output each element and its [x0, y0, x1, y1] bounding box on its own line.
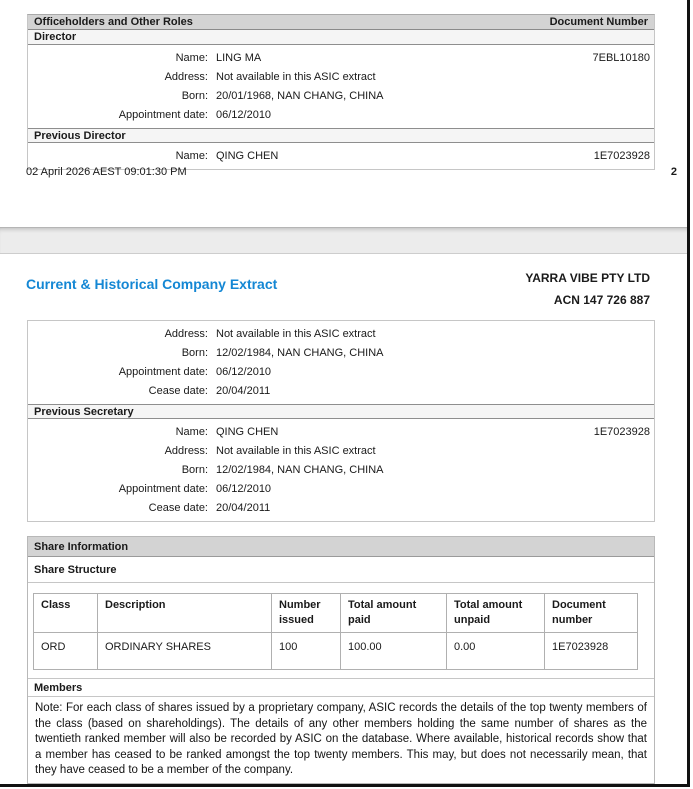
subsection-title: Director: [34, 31, 77, 43]
window-right-border: [687, 0, 690, 786]
officeholders-section-header: Officeholders and Other Roles Document N…: [28, 15, 654, 30]
share-information-header: Share Information: [28, 537, 654, 557]
field-label: Cease date:: [148, 502, 208, 514]
field-label: Born:: [181, 90, 208, 102]
cell-number-issued: 100: [271, 632, 341, 670]
pdf-page-3: Current & Historical Company Extract YAR…: [0, 254, 688, 789]
field-value: 12/02/1984, NAN CHANG, CHINA: [216, 464, 384, 476]
field-row: Born: 12/02/1984, NAN CHANG, CHINA: [28, 461, 654, 480]
previous-secretary-rows: Name: QING CHEN 1E7023928 Address: Not a…: [28, 419, 654, 521]
cell-class: ORD: [33, 632, 98, 670]
field-row: Appointment date: 06/12/2010: [28, 480, 654, 499]
field-value: Not available in this ASIC extract: [216, 71, 376, 83]
field-row: Cease date: 20/04/2011: [28, 499, 654, 518]
previous-secretary-subsection-header: Previous Secretary: [28, 404, 654, 419]
subsection-title: Previous Secretary: [34, 405, 134, 418]
field-row: Cease date: 20/04/2011: [28, 382, 654, 401]
share-structure-header: Share Structure: [28, 557, 654, 583]
section-title: Officeholders and Other Roles: [34, 16, 193, 28]
field-value: 12/02/1984, NAN CHANG, CHINA: [216, 347, 384, 359]
page-separator: [0, 227, 688, 254]
field-row: Address: Not available in this ASIC extr…: [28, 442, 654, 461]
company-header: YARRA VIBE PTY LTD ACN 147 726 887: [525, 267, 650, 311]
field-label: Born:: [181, 464, 208, 476]
field-value: 06/12/2010: [216, 109, 272, 121]
field-label: Born:: [181, 347, 208, 359]
document-number: 7EBL10180: [592, 52, 651, 64]
previous-director-rows: Name: QING CHEN 1E7023928: [28, 143, 654, 169]
next-section-partial: [28, 782, 654, 783]
window-bottom-border: [0, 784, 690, 787]
document-number: 1E7023928: [593, 426, 650, 438]
field-row: Address: Not available in this ASIC extr…: [28, 325, 654, 344]
field-value: 06/12/2010: [216, 483, 272, 495]
field-label: Appointment date:: [118, 483, 208, 495]
cell-description: ORDINARY SHARES: [97, 632, 272, 670]
share-table-row: ORD ORDINARY SHARES 100 100.00 0.00 1E70…: [33, 632, 638, 670]
field-row: Name: QING CHEN 1E7023928: [28, 423, 654, 442]
section-title: Share Information: [34, 540, 129, 553]
field-row: Name: QING CHEN 1E7023928: [28, 147, 654, 166]
field-value: QING CHEN: [216, 150, 279, 162]
field-row: Born: 20/01/1968, NAN CHANG, CHINA: [28, 87, 654, 106]
page-footer: 02 April 2026 AEST 09:01:30 PM 2: [26, 164, 677, 179]
field-label: Name:: [175, 150, 208, 162]
previous-director-subsection-header: Previous Director: [28, 128, 654, 143]
pdf-page-2: Officeholders and Other Roles Document N…: [0, 0, 688, 227]
share-table-wrapper: Class Description Number issued Total am…: [28, 583, 654, 678]
cell-total-paid: 100.00: [340, 632, 447, 670]
members-note: Note: For each class of shares issued by…: [35, 702, 647, 776]
extract-title: Current & Historical Company Extract: [26, 276, 278, 292]
field-value: 20/01/1968, NAN CHANG, CHINA: [216, 90, 384, 102]
field-label: Address:: [164, 71, 208, 83]
director-rows: Name: LING MA 7EBL10180 Address: Not ava…: [28, 45, 654, 128]
column-header-total-unpaid: Total amount unpaid: [446, 593, 545, 633]
column-header-class: Class: [33, 593, 98, 633]
share-structure-table: Class Description Number issued Total am…: [33, 593, 638, 670]
field-value: Not available in this ASIC extract: [216, 445, 376, 457]
secretary-rows: Address: Not available in this ASIC extr…: [28, 321, 654, 404]
column-header-document-number: Document number: [544, 593, 638, 633]
secretary-continuation-table: Address: Not available in this ASIC extr…: [27, 320, 655, 522]
field-value: 06/12/2010: [216, 366, 272, 378]
field-label: Name:: [175, 52, 208, 64]
field-label: Address:: [164, 328, 208, 340]
document-number: 1E7023928: [593, 150, 650, 162]
members-header: Members: [28, 678, 654, 697]
subsection-title: Share Structure: [34, 563, 117, 576]
field-label: Address:: [164, 445, 208, 457]
subsection-title: Members: [34, 681, 83, 694]
share-information-section: Share Information Share Structure Class …: [27, 536, 655, 784]
document-number-column-header: Document Number: [549, 16, 648, 28]
company-acn: ACN 147 726 887: [553, 293, 650, 307]
field-row: Name: LING MA 7EBL10180: [28, 49, 654, 68]
field-label: Appointment date:: [118, 366, 208, 378]
field-value: Not available in this ASIC extract: [216, 328, 376, 340]
share-table-header-row: Class Description Number issued Total am…: [33, 593, 638, 633]
officeholders-table: Officeholders and Other Roles Document N…: [27, 14, 655, 170]
field-row: Appointment date: 06/12/2010: [28, 106, 654, 125]
cell-total-unpaid: 0.00: [446, 632, 545, 670]
field-label: Cease date:: [148, 385, 208, 397]
subsection-title: Previous Director: [34, 129, 126, 142]
column-header-number-issued: Number issued: [271, 593, 341, 633]
field-value: 20/04/2011: [216, 385, 271, 397]
page-timestamp: 02 April 2026 AEST 09:01:30 PM: [26, 165, 187, 178]
cell-document-number: 1E7023928: [544, 632, 638, 670]
company-name: YARRA VIBE PTY LTD: [525, 271, 650, 285]
field-value: QING CHEN: [216, 426, 279, 438]
page-number: 2: [670, 165, 677, 178]
director-subsection-header: Director: [28, 30, 654, 45]
field-value: 20/04/2011: [216, 502, 271, 514]
field-label: Name:: [175, 426, 208, 438]
field-value: LING MA: [216, 52, 262, 64]
column-header-description: Description: [97, 593, 272, 633]
field-row: Address: Not available in this ASIC extr…: [28, 68, 654, 87]
field-row: Appointment date: 06/12/2010: [28, 363, 654, 382]
field-label: Appointment date:: [118, 109, 208, 121]
column-header-total-paid: Total amount paid: [340, 593, 447, 633]
field-row: Born: 12/02/1984, NAN CHANG, CHINA: [28, 344, 654, 363]
